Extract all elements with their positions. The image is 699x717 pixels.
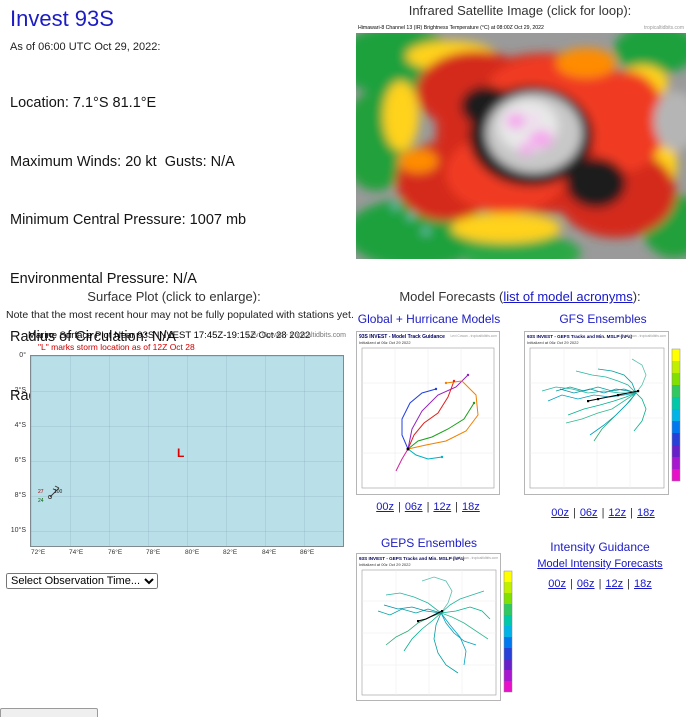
model-acronyms-link[interactable]: list of model acronyms: [503, 289, 633, 304]
satellite-title-bar: [356, 21, 686, 33]
lon-label: 84°E: [262, 549, 277, 556]
model-forecasts-label-pre: Model Forecasts (: [399, 289, 504, 304]
separator: |: [627, 578, 631, 590]
model-intensity-forecasts-link[interactable]: Model Intensity Forecasts: [537, 558, 663, 570]
lon-label: 74°E: [69, 549, 84, 556]
separator: |: [397, 501, 401, 513]
storm-max-winds: Maximum Winds: 20 kt Gusts: N/A: [10, 153, 235, 170]
intensity-link-row: Model Intensity Forecasts: [520, 558, 680, 570]
storm-radius-circulation: Radius of Circulation: N/A: [10, 329, 177, 345]
lon-label: 80°E: [185, 549, 200, 556]
lon-label: 86°E: [300, 549, 315, 556]
separator: |: [630, 507, 634, 519]
wind-barb-icon: [48, 485, 60, 499]
storm-location-note: "L" marks storm location as of 12Z Oct 2…: [38, 342, 195, 352]
station-pressure: 100: [54, 489, 63, 495]
separator: |: [601, 507, 605, 519]
gfs-cycle-links: 00z | 06z | 12z | 18z: [524, 507, 682, 519]
gfs-cycle-06z[interactable]: 06z: [579, 507, 598, 519]
global-cycle-00z[interactable]: 00z: [376, 501, 394, 513]
storm-location: Location: 7.1°S 81.1°E: [10, 95, 157, 111]
global-cycle-18z[interactable]: 18z: [462, 501, 480, 513]
gefs-plot-init: Initialized at 06z Oct 29 2022: [527, 340, 579, 345]
lon-label: 82°E: [223, 549, 238, 556]
lon-label: 76°E: [108, 549, 123, 556]
infrared-satellite-image[interactable]: Himawari-8 Channel 13 (IR) Brightness Te…: [356, 21, 686, 259]
surface-station-plot: 27 100 24: [37, 484, 67, 506]
gefs-mean-track: [587, 390, 640, 403]
mslp-colorbar: [671, 348, 681, 482]
track-plot-credit: Levi Cowan - tropicaltidbits.com: [450, 334, 497, 338]
intensity-cycle-12z[interactable]: 12z: [605, 578, 624, 590]
lat-label: 8°S: [14, 492, 26, 499]
model-forecasts-heading: Model Forecasts (list of model acronyms)…: [352, 289, 688, 304]
model-track-guidance-plot[interactable]: 93S INVEST - Model Track Guidance Initia…: [356, 331, 500, 495]
storm-env-pressure: Environmental Pressure: N/A: [10, 270, 197, 287]
geps-plot-init: Initialized at 00z Oct 29 2022: [359, 562, 411, 567]
gefs-member-tracks: [541, 358, 647, 442]
separator: |: [426, 501, 430, 513]
surface-plot-credit: Levi Cowan - tropicaltidbits.com: [247, 332, 346, 339]
track-plot-init: Initialized at 06z Oct 29 2022: [359, 340, 411, 345]
track-markers: [406, 373, 476, 459]
separator: |: [569, 578, 573, 590]
gfs-cycle-00z[interactable]: 00z: [551, 507, 569, 519]
model-forecasts-label-post: ):: [632, 289, 641, 304]
geps-member-tracks: [377, 576, 491, 674]
geps-ensemble-plot[interactable]: 93S INVEST - GEPS Tracks and Min. MSLP (…: [356, 553, 514, 701]
satellite-image-title: Himawari-8 Channel 13 (IR) Brightness Te…: [358, 25, 544, 31]
intensity-cycle-18z[interactable]: 18z: [634, 578, 652, 590]
surface-plot-title: Marine Surface Plot Near 93S INVEST 17:4…: [28, 330, 311, 341]
observation-time-select[interactable]: Select Observation Time...: [6, 573, 158, 589]
global-cycle-12z[interactable]: 12z: [433, 501, 452, 513]
gfs-ensembles-title: GFS Ensembles: [559, 312, 647, 326]
gefs-ensemble-plot[interactable]: 93S INVEST - GEFS Tracks and Min. MSLP (…: [524, 331, 682, 495]
global-models-cycle-links: 00z | 06z | 12z | 18z: [356, 501, 500, 513]
mslp-colorbar: [503, 570, 513, 693]
intensity-cycle-06z[interactable]: 06z: [576, 578, 595, 590]
separator: |: [598, 578, 602, 590]
lat-label: 0°: [19, 352, 26, 359]
satellite-image-credit: tropicaltidbits.com: [644, 25, 684, 31]
lat-label: 6°S: [14, 457, 26, 464]
storm-min-pressure: Minimum Central Pressure: 1007 mb: [10, 212, 247, 228]
geps-plot-credit: Levi Cowan - tropicaltidbits.com: [451, 556, 498, 560]
storm-marker: L: [177, 446, 185, 460]
gefs-plot-title: 93S INVEST - GEFS Tracks and Min. MSLP (…: [527, 334, 633, 339]
geps-mean-track: [417, 610, 444, 623]
station-dewpoint: 24: [38, 498, 44, 504]
global-models-title: Global + Hurricane Models: [357, 312, 501, 326]
surface-plot-heading: Surface Plot (click to enlarge):: [87, 289, 261, 304]
intensity-guidance-title: Intensity Guidance: [550, 540, 650, 554]
lon-label: 72°E: [31, 549, 46, 556]
ir-imagery: [356, 33, 686, 259]
intensity-cycle-links: 00z | 06z | 12z | 18z: [520, 578, 680, 590]
lat-label: 2°S: [14, 387, 26, 394]
satellite-heading: Infrared Satellite Image (click for loop…: [408, 3, 632, 18]
lat-label: 4°S: [14, 422, 26, 429]
station-temp: 27: [38, 489, 44, 495]
global-cycle-06z[interactable]: 06z: [404, 501, 423, 513]
as-of-timestamp: As of 06:00 UTC Oct 29, 2022:: [10, 41, 161, 53]
intensity-cycle-00z[interactable]: 00z: [548, 578, 566, 590]
surface-plot-map[interactable]: L 27 100 24: [30, 355, 344, 547]
plot-gridlines: [362, 348, 494, 488]
separator: |: [455, 501, 459, 513]
model-tracks: [395, 374, 479, 472]
lat-label: 10°S: [10, 527, 26, 534]
surface-plot-box: Marine Surface Plot Near 93S INVEST 17:4…: [6, 328, 346, 568]
page-title: Invest 93S: [10, 6, 114, 31]
geps-plot-title: 93S INVEST - GEPS Tracks and Min. MSLP (…: [359, 556, 465, 561]
geps-ensembles-title: GEPS Ensembles: [380, 536, 478, 550]
lon-label: 78°E: [146, 549, 161, 556]
gfs-cycle-12z[interactable]: 12z: [608, 507, 627, 519]
gfs-cycle-18z[interactable]: 18z: [637, 507, 655, 519]
track-plot-title: 93S INVEST - Model Track Guidance: [359, 334, 445, 340]
partial-ui-element: [0, 708, 98, 717]
separator: |: [572, 507, 576, 519]
gefs-plot-credit: Levi Cowan - tropicaltidbits.com: [619, 334, 666, 338]
surface-plot-note: Note that the most recent hour may not b…: [6, 309, 354, 321]
